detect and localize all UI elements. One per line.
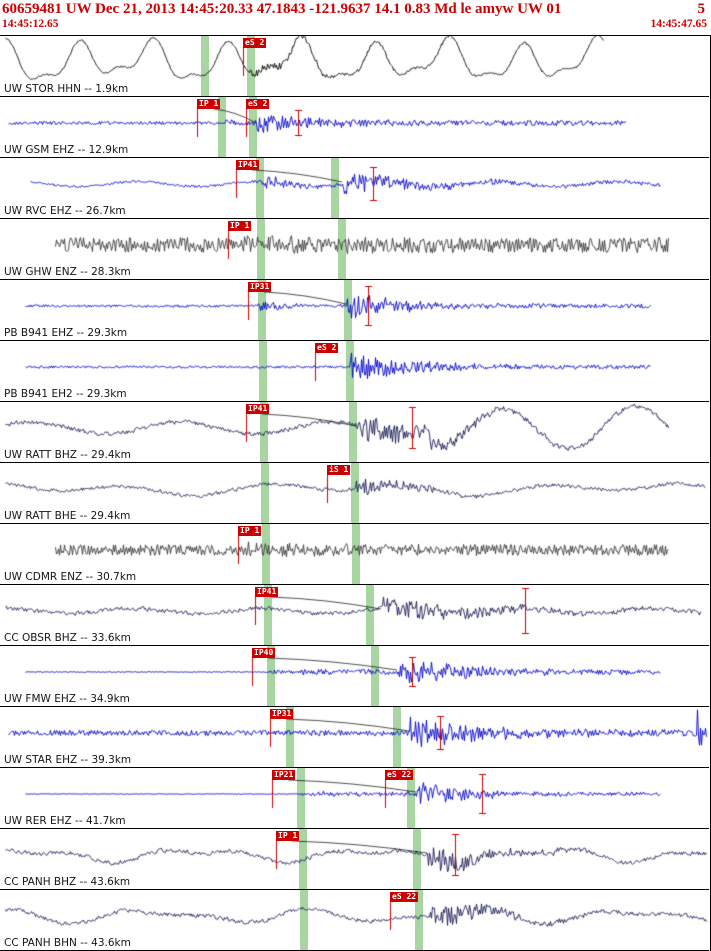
pick-flag[interactable]: IP41 <box>246 404 270 414</box>
waveform-canvas[interactable] <box>0 158 709 217</box>
trace-label: UW RER EHZ -- 41.7km <box>4 815 126 827</box>
trace-label: PB B941 EHZ -- 29.3km <box>4 327 128 339</box>
trace-row-uw-ratt-bhe[interactable]: iS 1 UW RATT BHE -- 29.4km <box>0 463 709 524</box>
waveform-canvas[interactable] <box>0 219 709 278</box>
trace-row-uw-ghw-enz[interactable]: IP 1 UW GHW ENZ -- 28.3km <box>0 219 709 280</box>
waveform-canvas[interactable] <box>0 341 709 400</box>
pick-flag[interactable]: IP 1 <box>276 831 300 841</box>
waveform-canvas[interactable] <box>0 646 709 705</box>
window-start-time: 14:45:12.65 <box>2 18 59 30</box>
waveform-canvas[interactable] <box>0 280 709 339</box>
trace-row-pb-b941-ehz[interactable]: IP31 PB B941 EHZ -- 29.3km <box>0 280 709 341</box>
trace-label: UW STAR EHZ -- 39.3km <box>4 754 132 766</box>
pick-flag[interactable]: IP 1 <box>228 221 252 231</box>
waveform-canvas[interactable] <box>0 36 709 95</box>
trace-label: UW RVC EHZ -- 26.7km <box>4 205 126 217</box>
trace-label: UW GSM EHZ -- 12.9km <box>4 144 129 156</box>
trace-label: UW FMW EHZ -- 34.9km <box>4 693 130 705</box>
pick-flag[interactable]: IP 1 <box>197 99 221 109</box>
pick-flag[interactable]: eS 2 <box>243 38 267 48</box>
pick-flag[interactable]: eS 22 <box>385 770 414 780</box>
trace-row-cc-panh-bhz[interactable]: IP 1 CC PANH BHZ -- 43.6km <box>0 829 709 890</box>
page-number: 5 <box>697 1 706 17</box>
trace-row-uw-rer-ehz[interactable]: IP21 eS 22 UW RER EHZ -- 41.7km <box>0 768 709 829</box>
trace-label: UW CDMR ENZ -- 30.7km <box>4 571 137 583</box>
trace-label: UW STOR HHN -- 1.9km <box>4 83 129 95</box>
pick-flag[interactable]: IP21 <box>272 770 296 780</box>
pick-flag[interactable]: eS 22 <box>390 892 419 902</box>
trace-row-uw-cdmr-enz[interactable]: IP 1 UW CDMR ENZ -- 30.7km <box>0 524 709 585</box>
waveform-canvas[interactable] <box>0 524 709 583</box>
waveform-canvas[interactable] <box>0 585 709 644</box>
waveform-canvas[interactable] <box>0 402 709 461</box>
pick-flag[interactable]: IP40 <box>252 648 276 658</box>
trace-row-uw-gsm-ehz[interactable]: IP 1 eS 2 UW GSM EHZ -- 12.9km <box>0 97 709 158</box>
event-title: 60659481 UW Dec 21, 2013 14:45:20.33 47.… <box>2 1 562 17</box>
trace-row-cc-obsr-bhz[interactable]: IP41 CC OBSR BHZ -- 33.6km <box>0 585 709 646</box>
trace-label: UW RATT BHE -- 29.4km <box>4 510 131 522</box>
pick-flag[interactable]: eS 2 <box>315 343 339 353</box>
trace-row-uw-star-ehz[interactable]: IP31 UW STAR EHZ -- 39.3km <box>0 707 709 768</box>
trace-label: CC PANH BHN -- 43.6km <box>4 937 131 949</box>
window-end-time: 14:45:47.65 <box>650 18 707 30</box>
trace-label: UW RATT BHZ -- 29.4km <box>4 449 131 461</box>
trace-row-cc-panh-bhn[interactable]: eS 22 CC PANH BHN -- 43.6km <box>0 890 709 951</box>
waveform-canvas[interactable] <box>0 707 709 766</box>
trace-label: CC OBSR BHZ -- 33.6km <box>4 632 131 644</box>
trace-row-uw-fmw-ehz[interactable]: IP40 UW FMW EHZ -- 34.9km <box>0 646 709 707</box>
waveform-canvas[interactable] <box>0 97 709 156</box>
waveform-canvas[interactable] <box>0 768 709 827</box>
pick-flag[interactable]: IP 1 <box>238 526 262 536</box>
trace-row-uw-stor-hhn[interactable]: eS 2 UW STOR HHN -- 1.9km <box>0 36 709 97</box>
trace-row-uw-rvc-ehz[interactable]: IP41 UW RVC EHZ -- 26.7km <box>0 158 709 219</box>
trace-row-pb-b941-eh2[interactable]: eS 2 PB B941 EH2 -- 29.3km <box>0 341 709 402</box>
pick-flag[interactable]: eS 2 <box>246 99 270 109</box>
pick-flag[interactable]: IP41 <box>236 160 260 170</box>
trace-label: CC PANH BHZ -- 43.6km <box>4 876 131 888</box>
pick-flag[interactable]: iS 1 <box>327 465 351 475</box>
pick-flag[interactable]: IP41 <box>255 587 279 597</box>
pick-flag[interactable]: IP31 <box>248 282 272 292</box>
trace-row-uw-ratt-bhz[interactable]: IP41 UW RATT BHZ -- 29.4km <box>0 402 709 463</box>
pick-flag[interactable]: IP31 <box>270 709 294 719</box>
event-header: 60659481 UW Dec 21, 2013 14:45:20.33 47.… <box>0 0 711 35</box>
trace-list: eS 2 UW STOR HHN -- 1.9km IP 1 eS 2 UW GSM E… <box>0 35 711 951</box>
waveform-canvas[interactable] <box>0 829 709 888</box>
trace-label: UW GHW ENZ -- 28.3km <box>4 266 131 278</box>
trace-label: PB B941 EH2 -- 29.3km <box>4 388 127 400</box>
waveform-canvas[interactable] <box>0 463 709 522</box>
